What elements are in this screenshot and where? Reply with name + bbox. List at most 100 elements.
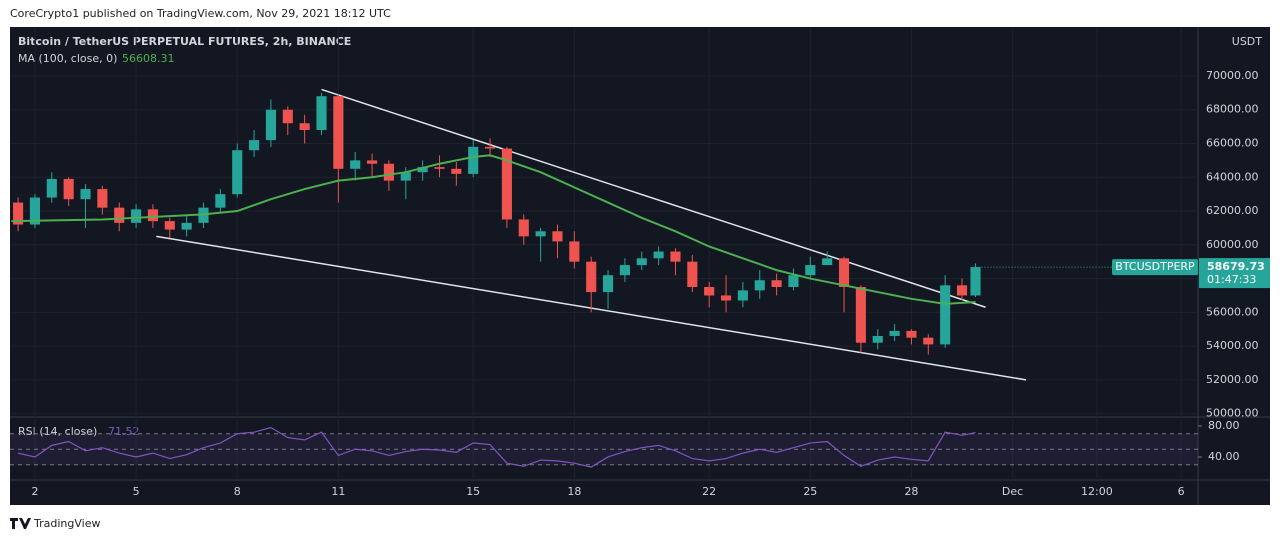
- candle-body: [670, 251, 681, 262]
- x-tick-label: 22: [702, 485, 716, 498]
- rsi-legend: RSI (14, close): [18, 425, 97, 438]
- candle-body: [468, 146, 479, 174]
- candle-body: [535, 231, 546, 237]
- candle-body: [299, 123, 310, 130]
- x-tick-label: 15: [466, 485, 480, 498]
- candle-body: [249, 140, 260, 151]
- currency-label: USDT: [1232, 35, 1263, 48]
- y-tick-label: 70000.00: [1206, 69, 1259, 82]
- candle-body: [451, 168, 462, 174]
- candle-body: [704, 287, 715, 296]
- candle-body: [619, 265, 630, 276]
- candle-body: [956, 285, 968, 296]
- candle-body: [569, 241, 580, 262]
- y-tick-label: 62000.00: [1206, 204, 1259, 217]
- candle-body: [872, 335, 883, 343]
- candle-body: [265, 109, 276, 141]
- candle-body: [215, 194, 226, 208]
- symbol-tag: BTCUSDTPERP: [1115, 260, 1195, 273]
- x-tick-label: 25: [803, 485, 817, 498]
- x-tick-label: 28: [904, 485, 918, 498]
- candle-body: [13, 202, 24, 225]
- candle-body: [687, 261, 698, 287]
- candle-body: [970, 267, 981, 296]
- candle-body: [417, 167, 428, 173]
- rsi-tick-label: 40.00: [1208, 450, 1240, 463]
- candle-body: [940, 285, 951, 345]
- y-tick-label: 56000.00: [1206, 305, 1259, 318]
- candle-body: [653, 251, 664, 259]
- candle-body: [333, 96, 344, 169]
- candle-body: [855, 287, 866, 343]
- chart-panel: [10, 27, 1270, 505]
- x-tick-label: 2: [31, 485, 38, 498]
- candle-body: [350, 160, 361, 169]
- rsi-value: 71.52: [108, 425, 140, 438]
- ma-line: [11, 154, 976, 305]
- x-tick-label: 6: [1178, 485, 1185, 498]
- ma-value: 56608.31: [122, 52, 175, 65]
- ma-legend: MA (100, close, 0): [18, 52, 117, 65]
- candle-body: [434, 167, 445, 169]
- x-tick-label: 5: [133, 485, 140, 498]
- candle-body: [80, 189, 91, 200]
- candle-body: [46, 178, 57, 198]
- trendline: [321, 88, 986, 308]
- candle-body: [586, 261, 597, 293]
- candle-body: [63, 178, 74, 200]
- candle-body: [754, 280, 765, 291]
- countdown: 01:47:33: [1207, 273, 1256, 286]
- candle-body: [518, 219, 529, 237]
- tradingview-logo: [10, 518, 31, 529]
- x-tick-label: 18: [567, 485, 581, 498]
- candle-body: [602, 275, 614, 293]
- candle-body: [232, 150, 243, 195]
- candle-body: [838, 258, 850, 287]
- rsi-line: [17, 426, 976, 468]
- candle-body: [484, 146, 496, 149]
- y-tick-label: 54000.00: [1206, 339, 1259, 352]
- x-tick-label: 11: [331, 485, 345, 498]
- header-title: CoreCrypto1 published on TradingView.com…: [10, 7, 391, 20]
- y-tick-label: 68000.00: [1206, 103, 1259, 116]
- footer-brand: TradingView: [33, 517, 100, 530]
- candle-body: [316, 96, 327, 130]
- y-tick-label: 50000.00: [1206, 407, 1259, 420]
- candle-body: [771, 280, 782, 287]
- candle-body: [501, 148, 512, 220]
- candle-body: [906, 330, 917, 338]
- candle-body: [636, 258, 647, 266]
- candle-body: [367, 160, 378, 164]
- symbol-tag-bg: [1112, 259, 1198, 276]
- x-tick-label: 12:00: [1081, 485, 1113, 498]
- y-tick-label: 60000.00: [1206, 238, 1259, 251]
- candle-body: [97, 189, 108, 208]
- candle-body: [720, 295, 732, 301]
- x-tick-label: 8: [234, 485, 241, 498]
- candle-body: [29, 197, 41, 225]
- candle-body: [131, 209, 142, 223]
- candle-body: [147, 209, 158, 222]
- candle-body: [822, 258, 833, 266]
- y-tick-label: 66000.00: [1206, 136, 1259, 149]
- y-tick-label: 52000.00: [1206, 373, 1259, 386]
- candle-body: [181, 222, 192, 230]
- candle-body: [114, 207, 125, 223]
- x-tick-label: Dec: [1002, 485, 1023, 498]
- rsi-tick-label: 80.00: [1208, 419, 1240, 432]
- candle-body: [383, 163, 394, 181]
- price-tag-bg: [1199, 258, 1270, 289]
- candle-body: [552, 231, 563, 242]
- price-tag: 58679.73: [1207, 260, 1265, 273]
- chart-title: Bitcoin / TetherUS PERPETUAL FUTURES, 2h…: [18, 35, 351, 48]
- candle-body: [923, 337, 934, 345]
- candle-body: [737, 290, 748, 301]
- candle-body: [788, 275, 799, 287]
- candle-body: [282, 109, 293, 124]
- y-tick-label: 64000.00: [1206, 170, 1259, 183]
- candle-body: [889, 330, 900, 336]
- candle-body: [164, 221, 175, 230]
- candle-body: [805, 265, 816, 276]
- candle-body: [400, 172, 411, 181]
